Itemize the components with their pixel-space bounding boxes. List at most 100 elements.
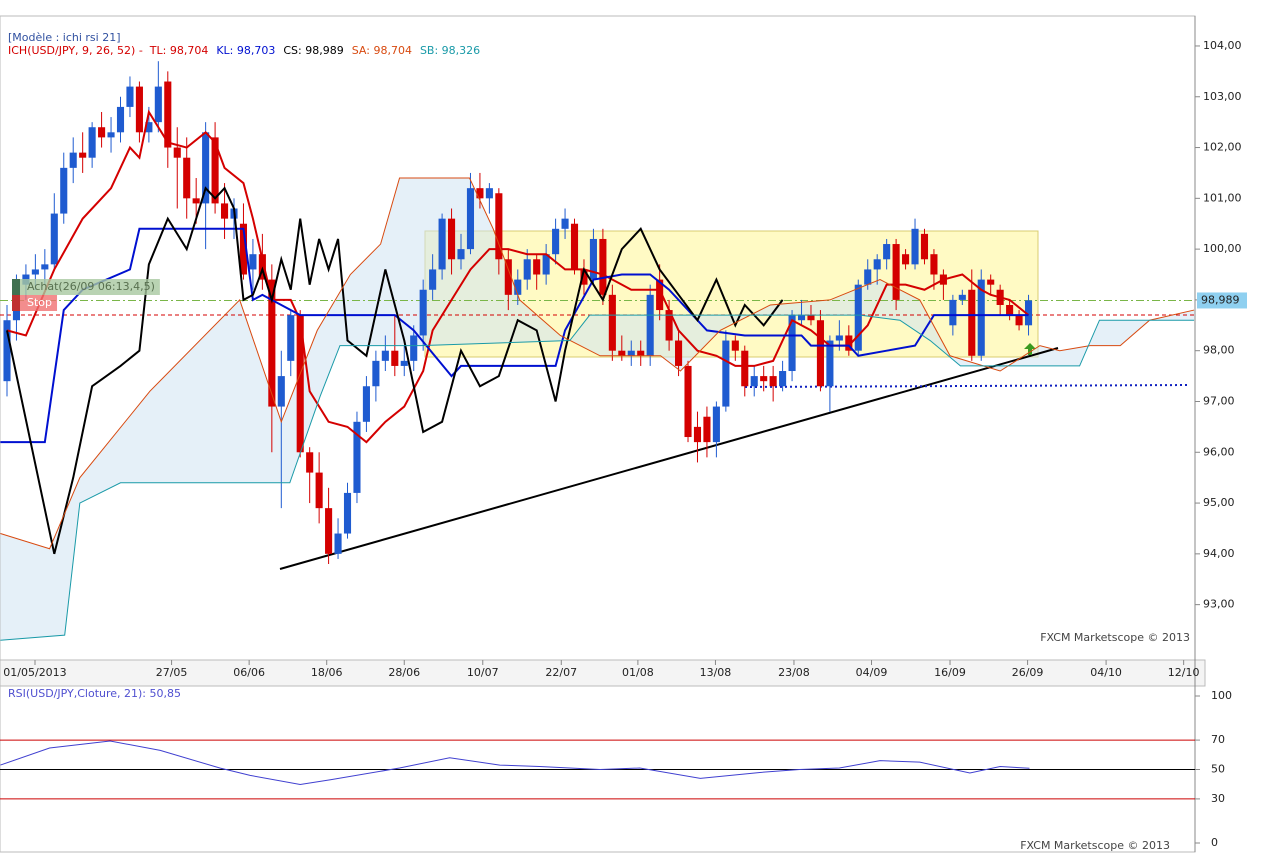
candle-body [419,289,427,336]
candle-body [88,127,96,158]
legend-entry: SB: 98,326 [420,44,480,57]
candle-body [343,492,352,534]
indicator-label: ICH(USD/JPY, 9, 26, 52) - [8,44,143,57]
candle-body [202,132,210,204]
indicator-line [0,227,1029,444]
candle-body [1015,315,1023,326]
candle-body [400,360,408,366]
candle-body [930,254,938,275]
candle-body [618,350,626,356]
legend-entry: SA: 98,704 [352,44,412,57]
candle-body [31,269,39,275]
candle-body [457,249,465,260]
candle-body [949,299,957,326]
candle-body [164,81,172,148]
order-box [20,279,160,295]
indicator-line [0,314,1195,641]
y-tick-label: 97,00 [1203,394,1235,407]
candle-body [958,294,966,300]
candle-body [126,86,134,107]
candle-body [315,472,323,509]
x-tick-label: 10/07 [467,666,499,679]
candle-body [135,86,143,133]
candle-body [627,350,635,356]
candle-body [589,238,597,280]
x-tick-label: 04/09 [856,666,888,679]
candle-body [797,315,806,321]
x-tick-label: 01/08 [622,666,654,679]
rsi-title: RSI(USD/JPY,Cloture, 21): 50,85 [8,687,181,700]
candle-body [485,188,493,199]
candle-body [504,259,512,295]
candle-body [920,233,929,260]
candle-body [731,340,739,351]
candle-body [306,452,314,473]
candle-body [854,284,862,351]
y-tick-label: 93,00 [1203,598,1235,611]
candle-body [296,315,304,453]
candle-body [69,152,77,168]
candle-body [466,188,475,250]
candle-body [60,167,68,214]
candle-body [769,376,777,387]
candle-body [391,350,399,366]
candle-body [608,294,616,351]
candle-body [542,254,550,275]
candle-body [98,127,106,138]
candle-body [183,157,191,199]
rsi-line [0,740,1030,786]
x-tick-label: 06/06 [233,666,265,679]
candle-body [154,86,162,123]
candle-body [968,289,976,356]
candle-body [211,137,219,204]
x-tick-label: 13/08 [700,666,732,679]
legend-entry: TL: 98,704 [149,44,209,57]
candle-body [448,218,456,260]
candle-body [665,310,673,341]
indicator-line [0,177,1195,550]
candle-body [703,416,711,443]
candle-body [807,315,815,321]
x-tick-label: 01/05/2013 [3,666,66,679]
candle-body [429,269,437,290]
y-tick-label: 30 [1211,792,1225,805]
candle-body [381,350,389,361]
order-marker [12,295,20,311]
candle-body [362,386,370,422]
y-tick-label: 102,00 [1203,141,1242,154]
candle-body [50,213,58,265]
order-label: Stop [27,296,52,309]
y-tick-label: 96,00 [1203,445,1235,458]
candle-body [788,315,796,372]
candle-body [1024,300,1033,326]
candle-body [277,376,285,407]
candle-body [145,122,153,133]
y-tick-label: 100 [1211,689,1232,702]
legend: ICH(USD/JPY, 9, 26, 52) - TL: 98,704 KL: 9… [8,44,480,57]
candle-body [173,147,181,158]
candle-body [249,254,257,270]
candle-body [580,269,588,285]
candle-body [826,340,834,387]
candle-body [637,350,645,356]
candle-body [107,132,115,138]
candle-body [845,335,853,351]
candle-body [675,340,683,366]
y-tick-label: 95,00 [1203,496,1235,509]
candle-body [268,279,276,407]
price-label-box [1197,292,1247,309]
buy-arrow [1024,343,1036,355]
candle-body [1006,304,1014,316]
y-tick-label: 104,00 [1203,39,1242,52]
candle-body [712,406,720,443]
candle-body [760,376,768,382]
x-tick-label: 12/10 [1168,666,1200,679]
y-tick-label: 0 [1211,836,1218,849]
legend-entry: CS: 98,989 [283,44,343,57]
candle-body [353,421,361,493]
candle-body [438,218,446,270]
candle-body [684,365,692,438]
candle-body [892,244,900,300]
candle-body [911,228,919,265]
